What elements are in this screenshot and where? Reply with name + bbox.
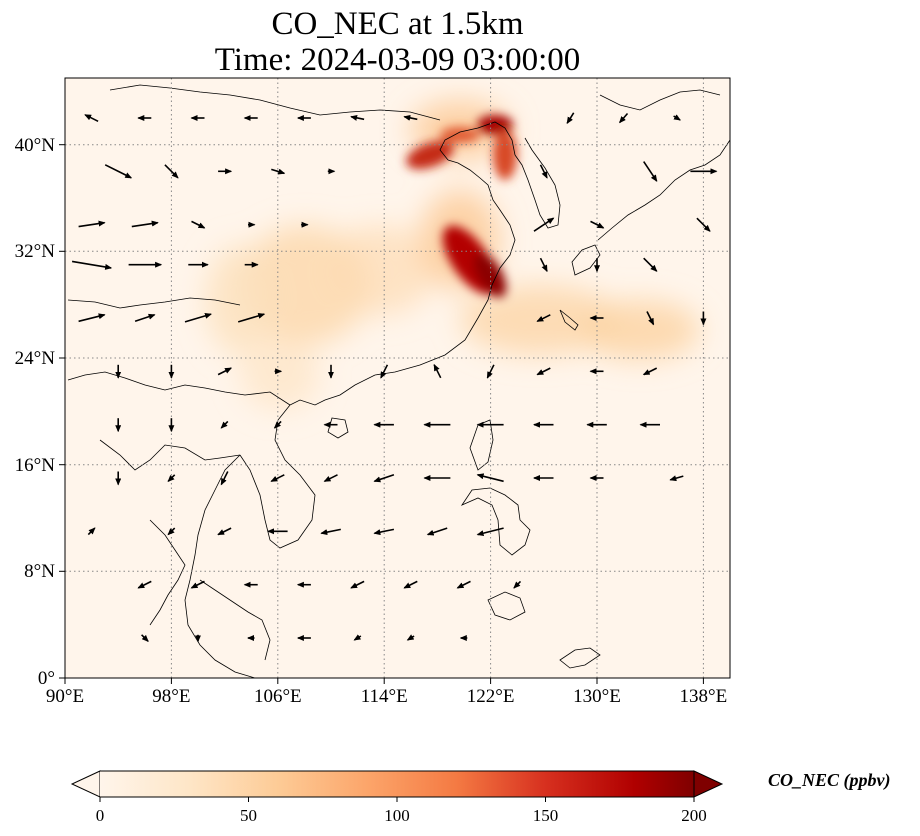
wind-arrow: [71, 260, 113, 270]
wind-arrow: [373, 474, 395, 483]
wind-arrow: [539, 164, 548, 179]
plot-frame: [64, 77, 731, 679]
wind-arrow: [476, 527, 504, 537]
wind-arrow: [167, 474, 176, 483]
x-tick-label: 98°E: [152, 686, 190, 707]
wind-arrow: [539, 257, 548, 273]
wind-arrow: [513, 580, 522, 589]
wind-arrow: [237, 312, 266, 323]
wind-arrow: [191, 220, 206, 229]
wind-arrow: [104, 164, 133, 179]
wind-arrow: [673, 114, 681, 121]
wind-arrow: [433, 363, 442, 379]
wind-arrow: [220, 471, 229, 486]
plot-background: [65, 78, 730, 678]
wind-arrow: [270, 474, 285, 483]
colorbar: 0 50 100 150 200: [70, 770, 724, 825]
wind-arrow: [643, 161, 658, 182]
wind-arrow: [131, 220, 159, 228]
wind-arrow: [323, 474, 338, 483]
x-tick-label: 90°E: [46, 686, 84, 707]
wind-arrow: [619, 112, 629, 124]
colorbar-tick-label: 200: [681, 806, 707, 825]
chart-title-line2: Time: 2024-03-09 03:00:00: [214, 42, 581, 78]
wind-arrow: [134, 313, 156, 323]
wind-arrow: [184, 312, 212, 323]
wind-arrow: [353, 634, 362, 641]
colorbar-tick-label: 0: [96, 806, 105, 825]
wind-arrow: [403, 114, 418, 121]
co-plume-layer: [406, 115, 517, 298]
wind-arrow: [350, 114, 365, 121]
y-tick-label: 8°N: [24, 561, 55, 582]
wind-arrow: [373, 528, 395, 536]
wind-arrow: [271, 168, 286, 175]
wind-arrow: [486, 364, 495, 379]
colorbar-tick-label: 50: [240, 806, 257, 825]
colorbar-extend-min: [70, 770, 101, 798]
wind-arrow: [590, 220, 605, 229]
wind-arrow: [536, 367, 551, 376]
wind-arrow: [476, 473, 504, 483]
colorbar-tick-label: 150: [533, 806, 559, 825]
wind-arrow: [456, 580, 471, 589]
wind-arrow: [320, 528, 341, 536]
y-tick-label: 16°N: [15, 455, 56, 476]
y-tick-label: 24°N: [15, 348, 56, 369]
wind-arrow: [217, 367, 232, 376]
colorbar-gradient: [100, 771, 694, 797]
wind-arrow: [84, 114, 99, 123]
x-tick-label: 138°E: [680, 686, 728, 707]
wind-arrow: [141, 634, 149, 643]
x-tick-label: 114°E: [361, 686, 408, 707]
wind-arrow: [217, 527, 232, 536]
wind-arrow: [350, 580, 365, 589]
wind-arrow: [643, 257, 658, 272]
wind-arrow: [642, 367, 658, 376]
wind-vectors: [71, 112, 718, 643]
colorbar-extend-max: [693, 770, 724, 798]
wind-arrow: [696, 217, 711, 232]
x-tick-label: 106°E: [254, 686, 302, 707]
coastlines: [67, 84, 730, 678]
wind-arrow: [536, 314, 551, 323]
wind-arrow: [380, 364, 389, 379]
y-tick-label: 40°N: [15, 135, 56, 156]
wind-arrow: [403, 580, 418, 589]
wind-arrow: [190, 580, 205, 589]
wind-arrow: [137, 580, 152, 589]
wind-arrow: [273, 420, 282, 429]
y-tick-label: 0°: [38, 668, 55, 689]
chart-title-line1: CO_NEC at 1.5km: [271, 6, 524, 42]
x-tick-label: 130°E: [573, 686, 621, 707]
wind-arrow: [566, 112, 575, 125]
wind-arrow: [220, 420, 229, 429]
gridlines: [65, 78, 730, 678]
y-tick-label: 32°N: [15, 241, 56, 262]
wind-arrow: [78, 313, 106, 323]
wind-arrow: [164, 164, 179, 179]
wind-arrow: [533, 217, 555, 232]
colorbar-tick-label: 100: [384, 806, 410, 825]
wind-arrow: [646, 311, 655, 326]
wind-arrow: [87, 527, 96, 536]
wind-arrow: [167, 527, 176, 536]
axis-ticks: [59, 144, 704, 684]
wind-arrow: [669, 475, 684, 482]
colorbar-label: CO_NEC (ppbv): [768, 770, 891, 790]
wind-arrow: [78, 220, 106, 228]
wind-arrow: [426, 527, 448, 536]
x-tick-label: 122°E: [467, 686, 515, 707]
wind-arrow: [406, 634, 415, 641]
